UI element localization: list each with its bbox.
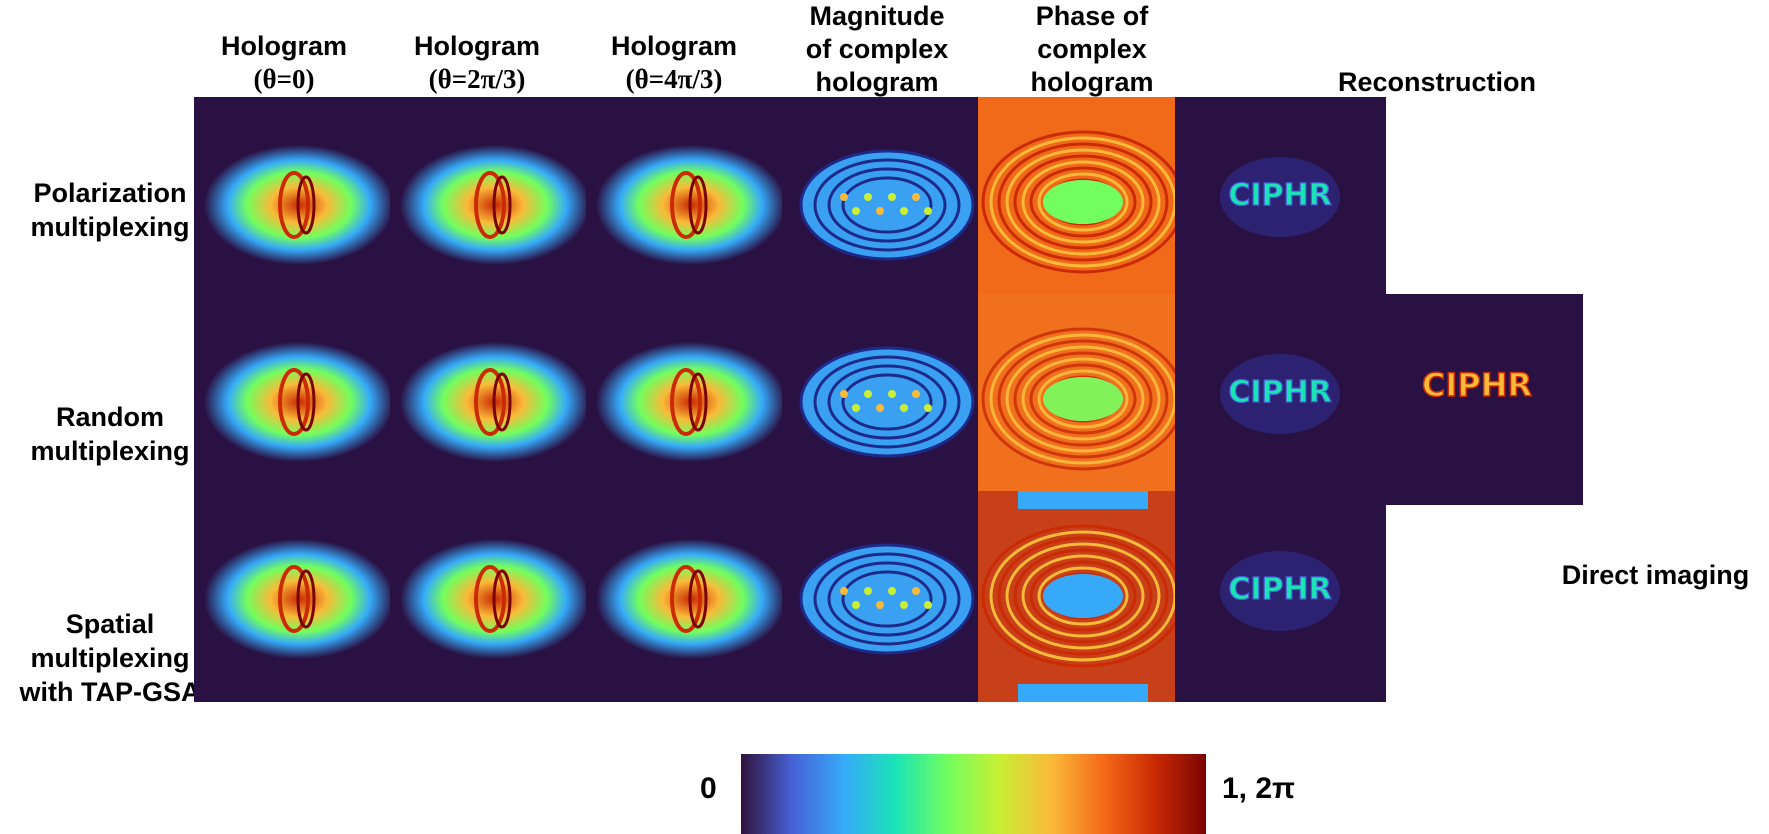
colorbar-gradient	[741, 754, 1206, 834]
tile-reconstruction-row3: CIPHR	[1175, 491, 1386, 702]
tile-hologram-2pi3-row3	[390, 491, 601, 702]
tile-phase-row1	[978, 97, 1189, 308]
column-header-phase: Phase of complex hologram	[1030, 1, 1154, 97]
row-label-polarization: Polarization multiplexing	[30, 178, 190, 242]
colorbar-max-label: 1, 2π	[1222, 772, 1296, 805]
tile-hologram-0-row3	[194, 491, 405, 702]
svg-text:CIPHR: CIPHR	[1422, 366, 1532, 404]
tile-hologram-0-row1	[194, 97, 405, 308]
column-header-hologram-4pi3: Hologram (θ=4π/3)	[610, 31, 737, 94]
tile-hologram-0-row2	[194, 294, 405, 505]
direct-imaging-label: Direct imaging	[1561, 560, 1750, 590]
svg-text:CIPHR: CIPHR	[1228, 375, 1331, 410]
tile-magnitude-row2	[782, 294, 993, 505]
column-header-hologram-0: Hologram (θ=0)	[220, 31, 347, 94]
tile-magnitude-row1	[782, 97, 993, 308]
tile-hologram-2pi3-row2	[390, 294, 601, 505]
tile-direct-imaging: CIPHR	[1372, 294, 1583, 505]
column-header-hologram-2pi3: Hologram (θ=2π/3)	[413, 31, 540, 94]
svg-text:CIPHR: CIPHR	[1228, 572, 1331, 607]
tile-phase-row3	[978, 491, 1189, 702]
colorbar-min-label: 0	[700, 772, 717, 805]
tile-reconstruction-row2: CIPHR	[1175, 294, 1386, 505]
tile-hologram-4pi3-row2	[586, 294, 797, 505]
column-header-magnitude: Magnitude of complex hologram	[805, 1, 949, 97]
row-label-random: Random multiplexing	[30, 402, 190, 466]
tile-hologram-4pi3-row3	[586, 491, 797, 702]
tile-hologram-2pi3-row1	[390, 97, 601, 308]
tile-reconstruction-row1: CIPHR	[1175, 97, 1386, 308]
tile-magnitude-row3	[782, 491, 993, 702]
svg-text:CIPHR: CIPHR	[1228, 178, 1331, 213]
row-label-spatial: Spatial multiplexing with TAP-GSA	[19, 609, 201, 707]
colorbar	[741, 754, 1206, 834]
column-header-reconstruction: Reconstruction	[1337, 67, 1537, 97]
tile-hologram-4pi3-row1	[586, 97, 797, 308]
tile-phase-row2	[978, 294, 1189, 505]
